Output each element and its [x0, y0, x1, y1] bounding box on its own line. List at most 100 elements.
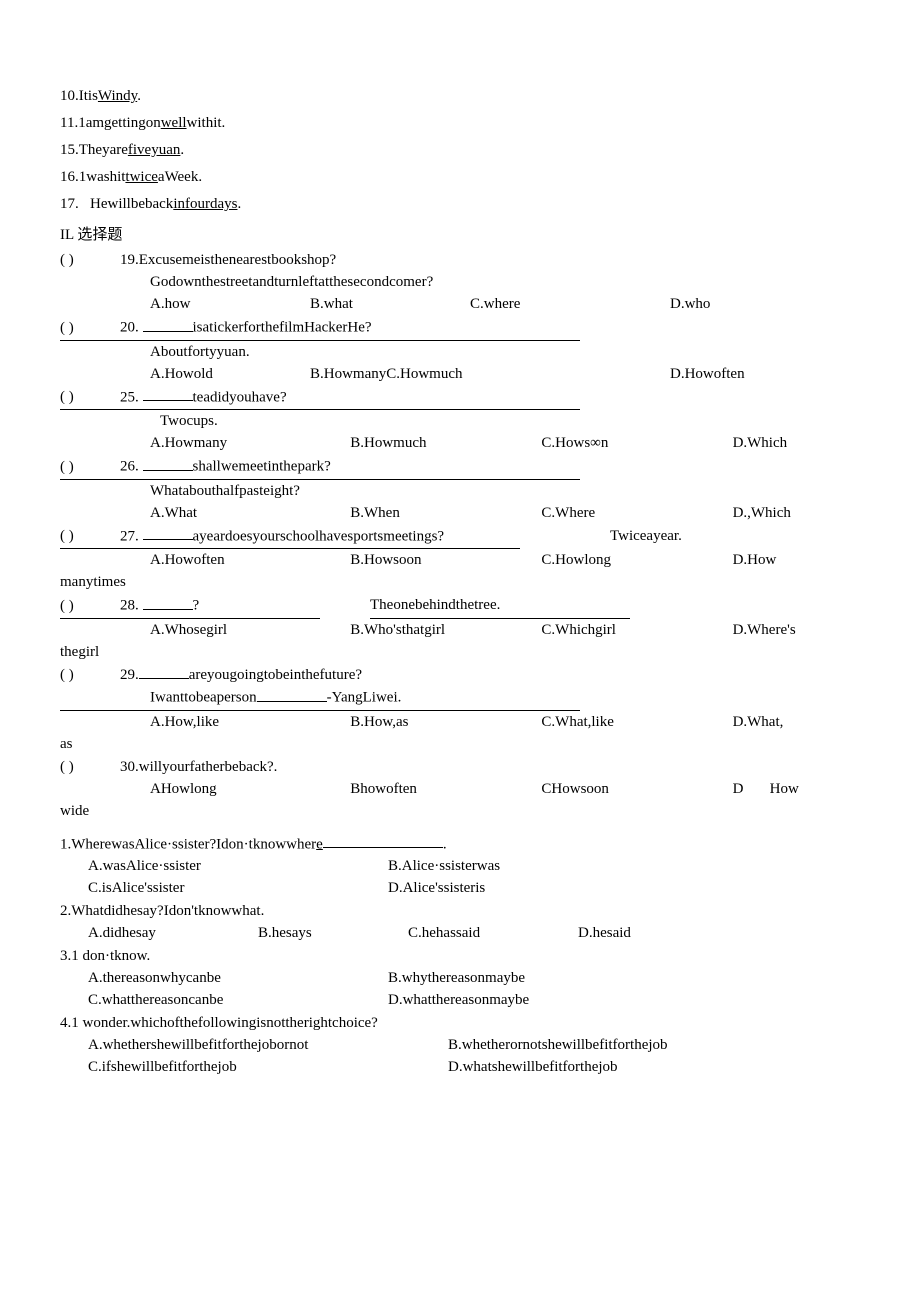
option-c[interactable]: C.What,like [541, 712, 732, 733]
option-a[interactable]: A.how [150, 294, 310, 315]
option-d[interactable]: D.What, [733, 712, 860, 733]
answer-paren[interactable]: ( ) [60, 757, 120, 778]
options-row-1: A.thereasonwhycanbe B.whythereasonmaybe [60, 968, 860, 989]
blank[interactable] [143, 387, 193, 402]
option-a[interactable]: A.Howmany [150, 433, 350, 454]
blank[interactable] [139, 665, 189, 680]
num: 11. [60, 115, 78, 131]
option-d[interactable]: D.Where's [733, 620, 860, 641]
option-c[interactable]: C.whatthereasoncanbe [88, 990, 388, 1011]
sentence-15: 15.Theyarefiveyuan. [60, 140, 860, 161]
underline: infourdays [173, 196, 237, 212]
option-c[interactable]: C.Where [541, 503, 732, 524]
line2-post: -YangLiwei. [327, 690, 402, 706]
question-20: ( )20. isatickerforthefilmHackerHe? Abou… [60, 317, 860, 385]
option-b[interactable]: B.How,as [350, 712, 541, 733]
answer-paren[interactable]: ( ) [60, 250, 120, 271]
blank[interactable] [143, 456, 193, 471]
answer-paren[interactable]: ( ) [60, 665, 120, 686]
pre: Hewillbeback [90, 196, 173, 212]
stem-post: . [443, 836, 447, 852]
option-b[interactable]: B.When [350, 503, 541, 524]
option-a[interactable]: A.whethershewillbefitforthejobornot [88, 1035, 448, 1056]
option-a[interactable]: A.wasAlice·ssister [88, 856, 388, 877]
dialogue-reply: Theonebehindthetree. [370, 595, 630, 619]
option-a[interactable]: A.didhesay [88, 923, 258, 944]
option-d[interactable]: D.hesaid [578, 923, 708, 944]
num: 16. [60, 169, 79, 185]
stem-post: ? [193, 598, 200, 614]
option-b[interactable]: B.Howmuch [350, 433, 541, 454]
question-26: ( )26. shallwemeetinthepark? Whataboutha… [60, 456, 860, 524]
option-d[interactable]: D.whatthereasonmaybe [388, 990, 688, 1011]
option-b[interactable]: B.Alice·ssisterwas [388, 856, 688, 877]
pre: Theyare [79, 142, 128, 158]
options-row-2: C.whatthereasoncanbe D.whatthereasonmayb… [60, 990, 860, 1011]
option-b[interactable]: B.what [310, 294, 470, 315]
sentence-16: 16.1washittwiceaWeek. [60, 167, 860, 188]
option-b[interactable]: Bhowoften [350, 779, 541, 800]
options-row-2: C.ifshewillbefitforthejob D.whatshewillb… [60, 1057, 860, 1078]
answer-paren[interactable]: ( ) [60, 526, 120, 547]
dialogue-reply: Twiceayear. [520, 526, 682, 550]
option-b[interactable]: B.hesays [258, 923, 408, 944]
stem: 3.1 don·tknow. [60, 946, 860, 967]
stem-pre: 1.WherewasAlice·ssister?Idon·tknowwher [60, 836, 316, 852]
option-c[interactable]: C.Howlong [541, 550, 732, 571]
option-c[interactable]: C.Hows∞n [541, 433, 732, 454]
blank[interactable] [143, 526, 193, 541]
option-d[interactable]: D.How [733, 550, 860, 571]
underline: twice [125, 169, 157, 185]
stem: 30.willyourfatherbeback?. [120, 757, 277, 778]
option-spacer [470, 364, 670, 385]
num: 17. [60, 196, 79, 212]
option-bc[interactable]: B.HowmanyC.Howmuch [310, 364, 470, 385]
answer-paren[interactable]: ( ) [60, 318, 120, 339]
option-c[interactable]: C.where [470, 294, 670, 315]
option-d[interactable]: D.,Which [733, 503, 860, 524]
option-a[interactable]: A.Howoften [150, 550, 350, 571]
option-b[interactable]: B.Howsoon [350, 550, 541, 571]
option-d[interactable]: D.Alice'ssisteris [388, 878, 688, 899]
options-row-1: A.wasAlice·ssister B.Alice·ssisterwas [60, 856, 860, 877]
num: 15. [60, 142, 79, 158]
answer-paren[interactable]: ( ) [60, 596, 120, 617]
option-c[interactable]: C.isAlice'ssister [88, 878, 388, 899]
wrap-text: thegirl [60, 642, 860, 663]
option-c[interactable]: C.hehassaid [408, 923, 578, 944]
option-d[interactable]: D.Which [733, 433, 860, 454]
option-d[interactable]: D.Howoften [670, 364, 830, 385]
blank[interactable] [323, 834, 443, 849]
option-a[interactable]: A.Whosegirl [150, 620, 350, 641]
blank[interactable] [143, 317, 193, 332]
stem-pre: 25. [120, 389, 143, 405]
pre: Itis [79, 88, 98, 104]
option-c[interactable]: C.ifshewillbefitforthejob [88, 1057, 448, 1078]
option-d[interactable]: D.whatshewillbefitforthejob [448, 1057, 618, 1078]
stem: 2.Whatdidhesay?Idon'tknowwhat. [60, 901, 860, 922]
option-b[interactable]: B.whythereasonmaybe [388, 968, 688, 989]
option-a[interactable]: A.thereasonwhycanbe [88, 968, 388, 989]
options-row: A.Howold B.HowmanyC.Howmuch D.Howoften [60, 364, 860, 385]
option-a[interactable]: A.What [150, 503, 350, 524]
answer-paren[interactable]: ( ) [60, 457, 120, 478]
underline: Windy [98, 88, 137, 104]
option-d[interactable]: D.who [670, 294, 830, 315]
option-d[interactable]: D How [733, 779, 860, 800]
post: aWeek. [158, 169, 202, 185]
blank[interactable] [143, 595, 193, 610]
option-c[interactable]: C.Whichgirl [541, 620, 732, 641]
section-title: IL 选择题 [60, 225, 860, 246]
option-b[interactable]: B.whetherornotshewillbefitforthejob [448, 1035, 668, 1056]
sub-question-1: 1.WherewasAlice·ssister?Idon·tknowwhere.… [60, 834, 860, 900]
blank[interactable] [257, 687, 327, 702]
sentence-10: 10.ItisWindy. [60, 86, 860, 107]
option-a[interactable]: A.Howold [150, 364, 310, 385]
option-a[interactable]: AHowlong [150, 779, 350, 800]
option-b[interactable]: B.Who'sthatgirl [350, 620, 541, 641]
option-c[interactable]: CHowsoon [541, 779, 732, 800]
answer-paren[interactable]: ( ) [60, 387, 120, 408]
option-a[interactable]: A.How,like [150, 712, 350, 733]
options-row: A.didhesay B.hesays C.hehassaid D.hesaid [60, 923, 860, 944]
wrap-text: wide [60, 801, 860, 822]
